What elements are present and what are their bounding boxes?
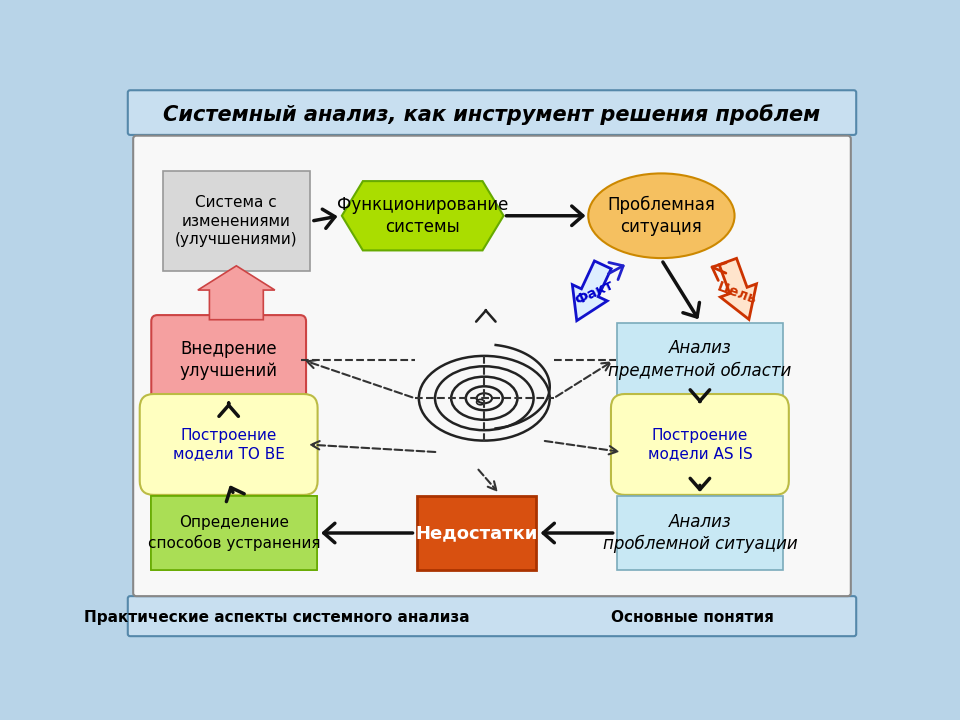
Ellipse shape <box>588 174 734 258</box>
Text: Недостатки: Недостатки <box>416 524 538 542</box>
Text: Цель: Цель <box>715 279 758 307</box>
FancyBboxPatch shape <box>140 394 318 495</box>
FancyBboxPatch shape <box>152 315 306 405</box>
FancyBboxPatch shape <box>152 496 317 570</box>
Text: Анализ
предметной области: Анализ предметной области <box>609 340 792 380</box>
FancyBboxPatch shape <box>128 90 856 135</box>
Text: Внедрение
улучшений: Внедрение улучшений <box>180 340 277 380</box>
Text: Система с
изменениями
(улучшениями): Система с изменениями (улучшениями) <box>175 195 298 247</box>
Text: Основные понятия: Основные понятия <box>611 610 774 625</box>
Text: Функционирование
системы: Функционирование системы <box>337 196 509 236</box>
FancyBboxPatch shape <box>617 323 782 396</box>
Text: Анализ
проблемной ситуации: Анализ проблемной ситуации <box>603 513 797 553</box>
Polygon shape <box>572 261 612 320</box>
Text: Практические аспекты системного анализа: Практические аспекты системного анализа <box>84 610 469 625</box>
FancyBboxPatch shape <box>617 496 782 570</box>
Text: Системный анализ, как инструмент решения проблем: Системный анализ, как инструмент решения… <box>163 104 821 125</box>
Polygon shape <box>198 266 275 320</box>
FancyBboxPatch shape <box>611 394 789 495</box>
Text: Факт: Факт <box>572 278 615 307</box>
FancyBboxPatch shape <box>163 171 309 271</box>
Text: Проблемная
ситуация: Проблемная ситуация <box>608 196 715 236</box>
FancyBboxPatch shape <box>133 135 851 596</box>
FancyBboxPatch shape <box>128 596 856 636</box>
FancyBboxPatch shape <box>152 496 317 570</box>
Text: Определение
способов устранения: Определение способов устранения <box>148 516 321 551</box>
Polygon shape <box>719 258 756 320</box>
Polygon shape <box>342 181 504 251</box>
Text: Построение
модели AS IS: Построение модели AS IS <box>648 428 753 462</box>
FancyBboxPatch shape <box>417 496 537 570</box>
Text: Построение
модели ТО ВЕ: Построение модели ТО ВЕ <box>173 428 284 462</box>
